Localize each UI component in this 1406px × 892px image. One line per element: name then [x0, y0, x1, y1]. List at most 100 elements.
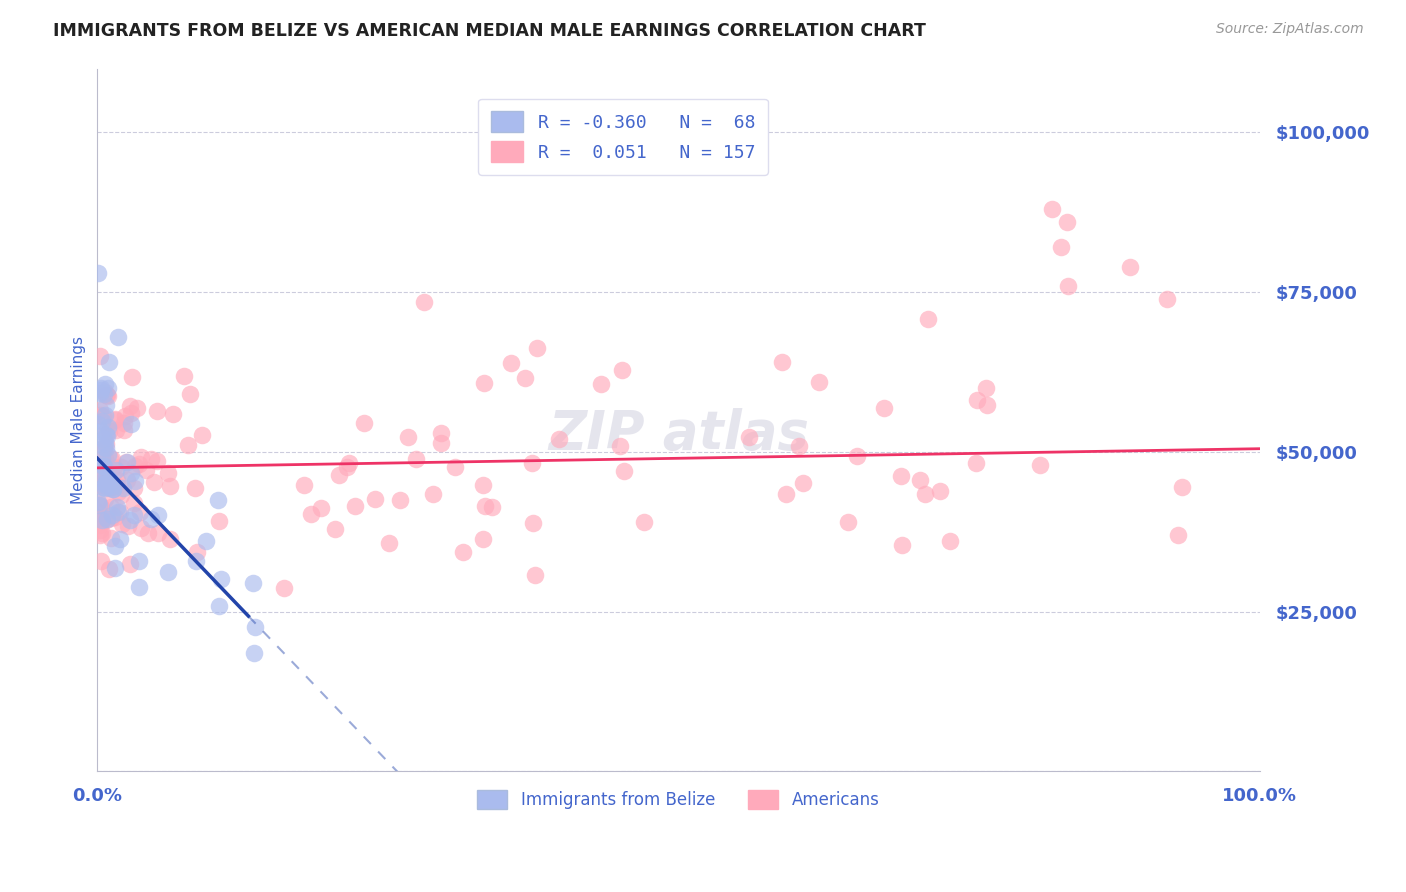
Point — [89, 498, 111, 512]
Point — [107, 330, 129, 344]
Point — [94, 442, 117, 456]
Point — [120, 400, 142, 414]
Point — [89, 518, 111, 533]
Point — [474, 499, 496, 513]
Point — [184, 481, 207, 495]
Point — [97, 381, 120, 395]
Point — [96, 512, 118, 526]
Text: ZIP atlas: ZIP atlas — [548, 408, 808, 460]
Point — [89, 402, 111, 417]
Point — [100, 500, 122, 515]
Point — [974, 381, 997, 395]
Point — [523, 568, 546, 582]
Point — [91, 450, 114, 465]
Point — [94, 513, 117, 527]
Point — [90, 383, 112, 397]
Point — [114, 409, 136, 424]
Point — [93, 480, 115, 494]
Point — [94, 492, 117, 507]
Point — [128, 554, 150, 568]
Point — [104, 561, 127, 575]
Point — [93, 452, 115, 467]
Point — [98, 474, 121, 488]
Point — [90, 500, 112, 515]
Point — [292, 477, 315, 491]
Point — [1042, 202, 1064, 216]
Point — [90, 525, 112, 540]
Point — [98, 451, 121, 466]
Point — [90, 465, 112, 479]
Point — [90, 554, 112, 568]
Point — [94, 436, 117, 450]
Point — [107, 473, 129, 487]
Point — [110, 488, 132, 502]
Point — [108, 532, 131, 546]
Point — [98, 474, 121, 488]
Point — [966, 392, 988, 407]
Point — [388, 492, 411, 507]
Point — [191, 428, 214, 442]
Point — [111, 516, 134, 531]
Point — [112, 423, 135, 437]
Point — [311, 501, 333, 516]
Point — [808, 375, 831, 389]
Point — [1119, 260, 1142, 274]
Point — [122, 496, 145, 510]
Point — [917, 312, 939, 326]
Point — [770, 355, 793, 369]
Point — [94, 425, 117, 439]
Point — [110, 459, 132, 474]
Point — [120, 417, 142, 432]
Point — [117, 519, 139, 533]
Point — [122, 481, 145, 495]
Point — [94, 398, 117, 412]
Point — [89, 523, 111, 537]
Legend: Immigrants from Belize, Americans: Immigrants from Belize, Americans — [471, 783, 886, 816]
Point — [89, 478, 111, 492]
Point — [775, 487, 797, 501]
Point — [124, 458, 146, 473]
Point — [139, 511, 162, 525]
Point — [353, 417, 375, 431]
Point — [162, 407, 184, 421]
Point — [142, 475, 165, 489]
Point — [474, 376, 496, 390]
Point — [93, 440, 115, 454]
Point — [87, 417, 110, 431]
Point — [363, 492, 385, 507]
Point — [89, 527, 111, 541]
Point — [515, 371, 537, 385]
Point — [914, 487, 936, 501]
Point — [120, 406, 142, 420]
Point — [96, 480, 118, 494]
Point — [89, 408, 111, 422]
Point — [112, 416, 135, 430]
Point — [93, 432, 115, 446]
Point — [103, 482, 125, 496]
Point — [396, 430, 419, 444]
Point — [87, 266, 110, 280]
Point — [965, 456, 987, 470]
Point — [890, 538, 912, 552]
Point — [96, 428, 118, 442]
Point — [1056, 278, 1078, 293]
Point — [94, 409, 117, 423]
Point — [208, 599, 231, 614]
Point — [110, 505, 132, 519]
Point — [129, 450, 152, 465]
Point — [89, 506, 111, 520]
Point — [471, 533, 494, 547]
Y-axis label: Median Male Earnings: Median Male Earnings — [72, 336, 86, 504]
Point — [328, 467, 350, 482]
Point — [412, 295, 434, 310]
Point — [90, 381, 112, 395]
Point — [837, 515, 859, 529]
Point — [89, 511, 111, 525]
Point — [93, 441, 115, 455]
Point — [105, 423, 128, 437]
Point — [186, 554, 208, 568]
Point — [146, 526, 169, 541]
Point — [98, 355, 121, 369]
Point — [93, 386, 115, 401]
Point — [453, 545, 475, 559]
